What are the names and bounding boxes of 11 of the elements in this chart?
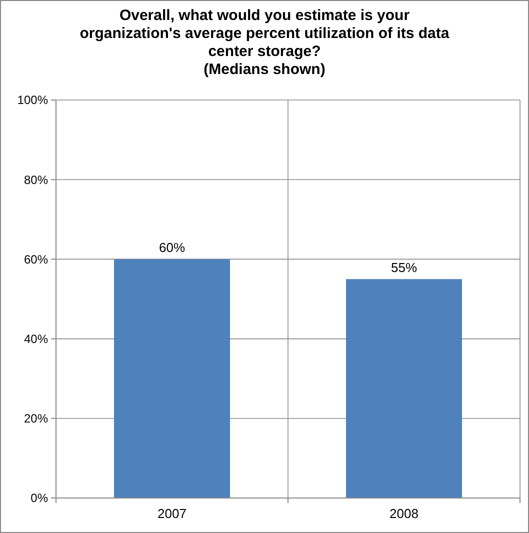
y-tick-label: 100% (17, 93, 48, 108)
chart-title: Overall, what would you estimate is your organization's average percent utilization of its data center storage? (Medians shown) (80, 7, 450, 78)
data-label: 60% (158, 240, 186, 256)
x-tick-label: 2008 (390, 506, 418, 521)
y-tick-label: 20% (24, 412, 48, 426)
y-tick-label: 60% (24, 252, 48, 266)
y-tick-label: 0% (30, 491, 48, 506)
y-tick-label: 80% (24, 172, 48, 187)
x-tick-label: 2007 (158, 506, 186, 521)
data-label: 55% (390, 260, 418, 276)
y-tick-label: 40% (24, 332, 48, 346)
